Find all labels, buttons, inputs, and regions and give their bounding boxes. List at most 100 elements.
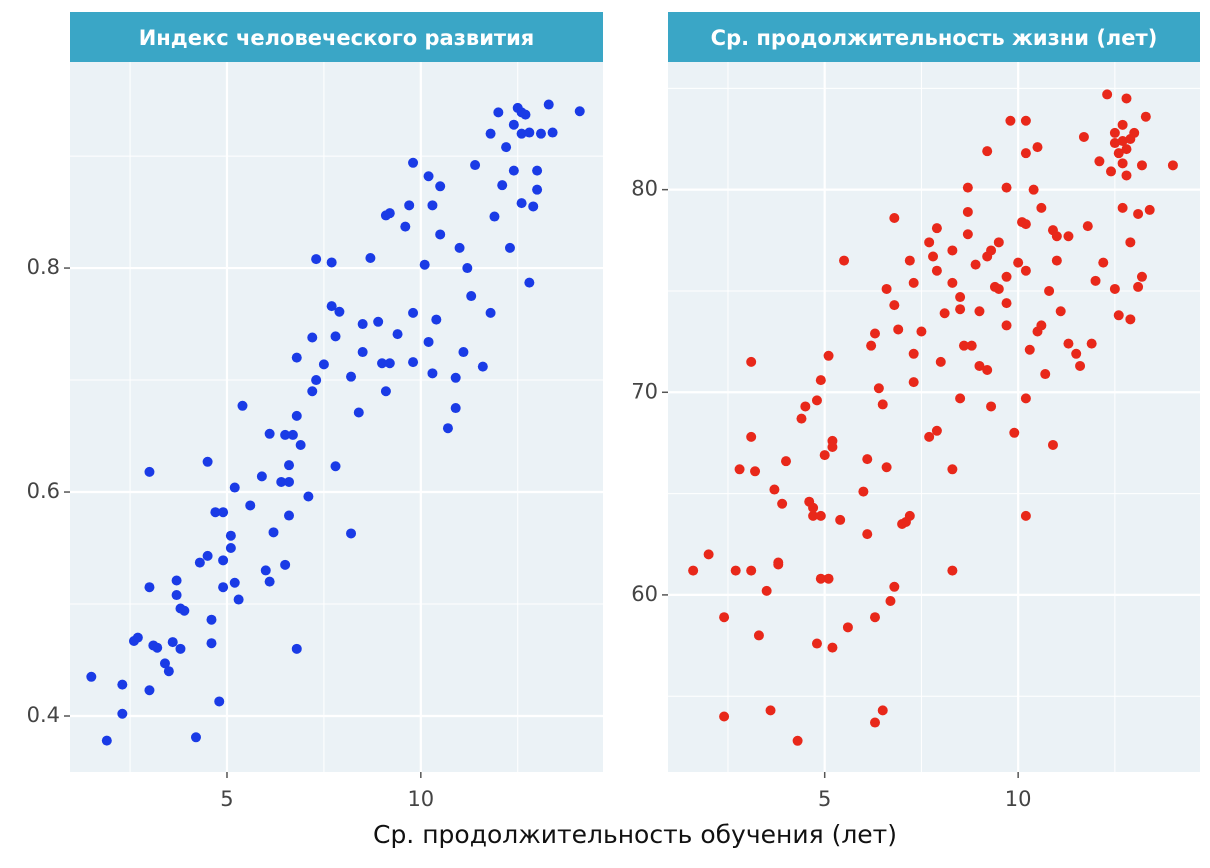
point: [955, 292, 966, 303]
point: [1125, 237, 1136, 248]
point: [528, 201, 539, 212]
point: [1013, 257, 1024, 268]
point: [318, 359, 329, 370]
point: [873, 383, 884, 394]
point: [535, 128, 546, 139]
point: [303, 491, 314, 502]
point: [284, 476, 295, 487]
point: [404, 200, 415, 211]
point: [1121, 144, 1132, 155]
point: [769, 484, 780, 495]
y-tick-label: 0.4: [27, 703, 60, 727]
panel-background: [70, 62, 603, 772]
point: [1047, 439, 1058, 450]
point: [408, 307, 419, 318]
point: [746, 565, 757, 576]
point: [1109, 283, 1120, 294]
point: [202, 550, 213, 561]
point: [1009, 427, 1020, 438]
point: [924, 431, 935, 442]
point: [931, 223, 942, 234]
point: [435, 229, 446, 240]
point: [935, 356, 946, 367]
point: [144, 466, 155, 477]
y-tick-label: 0.6: [27, 479, 60, 503]
point: [485, 307, 496, 318]
point: [1117, 119, 1128, 130]
point: [958, 340, 969, 351]
point: [877, 705, 888, 716]
point: [264, 576, 275, 587]
point: [326, 257, 337, 268]
point: [1121, 170, 1132, 181]
point: [1036, 202, 1047, 213]
point: [955, 304, 966, 315]
point: [458, 347, 469, 358]
point: [753, 630, 764, 641]
point: [815, 375, 826, 386]
point: [1136, 160, 1147, 171]
point: [218, 555, 229, 566]
point: [229, 577, 240, 588]
point: [982, 364, 993, 375]
point: [163, 666, 174, 677]
point: [1129, 127, 1140, 138]
point: [924, 237, 935, 248]
y-tick-label: 70: [631, 379, 658, 403]
point: [1133, 281, 1144, 292]
point: [532, 184, 543, 195]
point: [893, 324, 904, 335]
point: [477, 361, 488, 372]
point: [819, 450, 830, 461]
point: [520, 109, 531, 120]
point: [904, 255, 915, 266]
point: [237, 400, 248, 411]
point: [470, 160, 481, 171]
point: [427, 200, 438, 211]
point: [931, 265, 942, 276]
point: [171, 575, 182, 586]
point: [144, 582, 155, 593]
point: [423, 171, 434, 182]
point: [777, 498, 788, 509]
point: [1051, 255, 1062, 266]
point: [827, 642, 838, 653]
point: [1167, 160, 1178, 171]
point: [1020, 510, 1031, 521]
point: [295, 439, 306, 450]
point: [504, 242, 515, 253]
point: [908, 348, 919, 359]
point: [450, 372, 461, 383]
point: [547, 127, 558, 138]
point: [986, 401, 997, 412]
point: [1020, 393, 1031, 404]
point: [862, 529, 873, 540]
point: [1075, 360, 1086, 371]
point: [229, 482, 240, 493]
point: [280, 559, 291, 570]
point: [307, 386, 318, 397]
point: [773, 559, 784, 570]
point: [442, 423, 453, 434]
point: [1036, 320, 1047, 331]
point: [842, 622, 853, 633]
point: [419, 259, 430, 270]
point: [132, 632, 143, 643]
point: [291, 410, 302, 421]
point: [869, 717, 880, 728]
point: [808, 510, 819, 521]
point: [1098, 257, 1109, 268]
point: [839, 255, 850, 266]
point: [256, 471, 267, 482]
point: [869, 328, 880, 339]
point: [881, 283, 892, 294]
point: [152, 642, 163, 653]
point: [750, 466, 761, 477]
point: [931, 425, 942, 436]
point: [357, 347, 368, 358]
point: [346, 371, 357, 382]
point: [889, 300, 900, 311]
point: [516, 128, 527, 139]
point: [330, 461, 341, 472]
point: [1133, 208, 1144, 219]
